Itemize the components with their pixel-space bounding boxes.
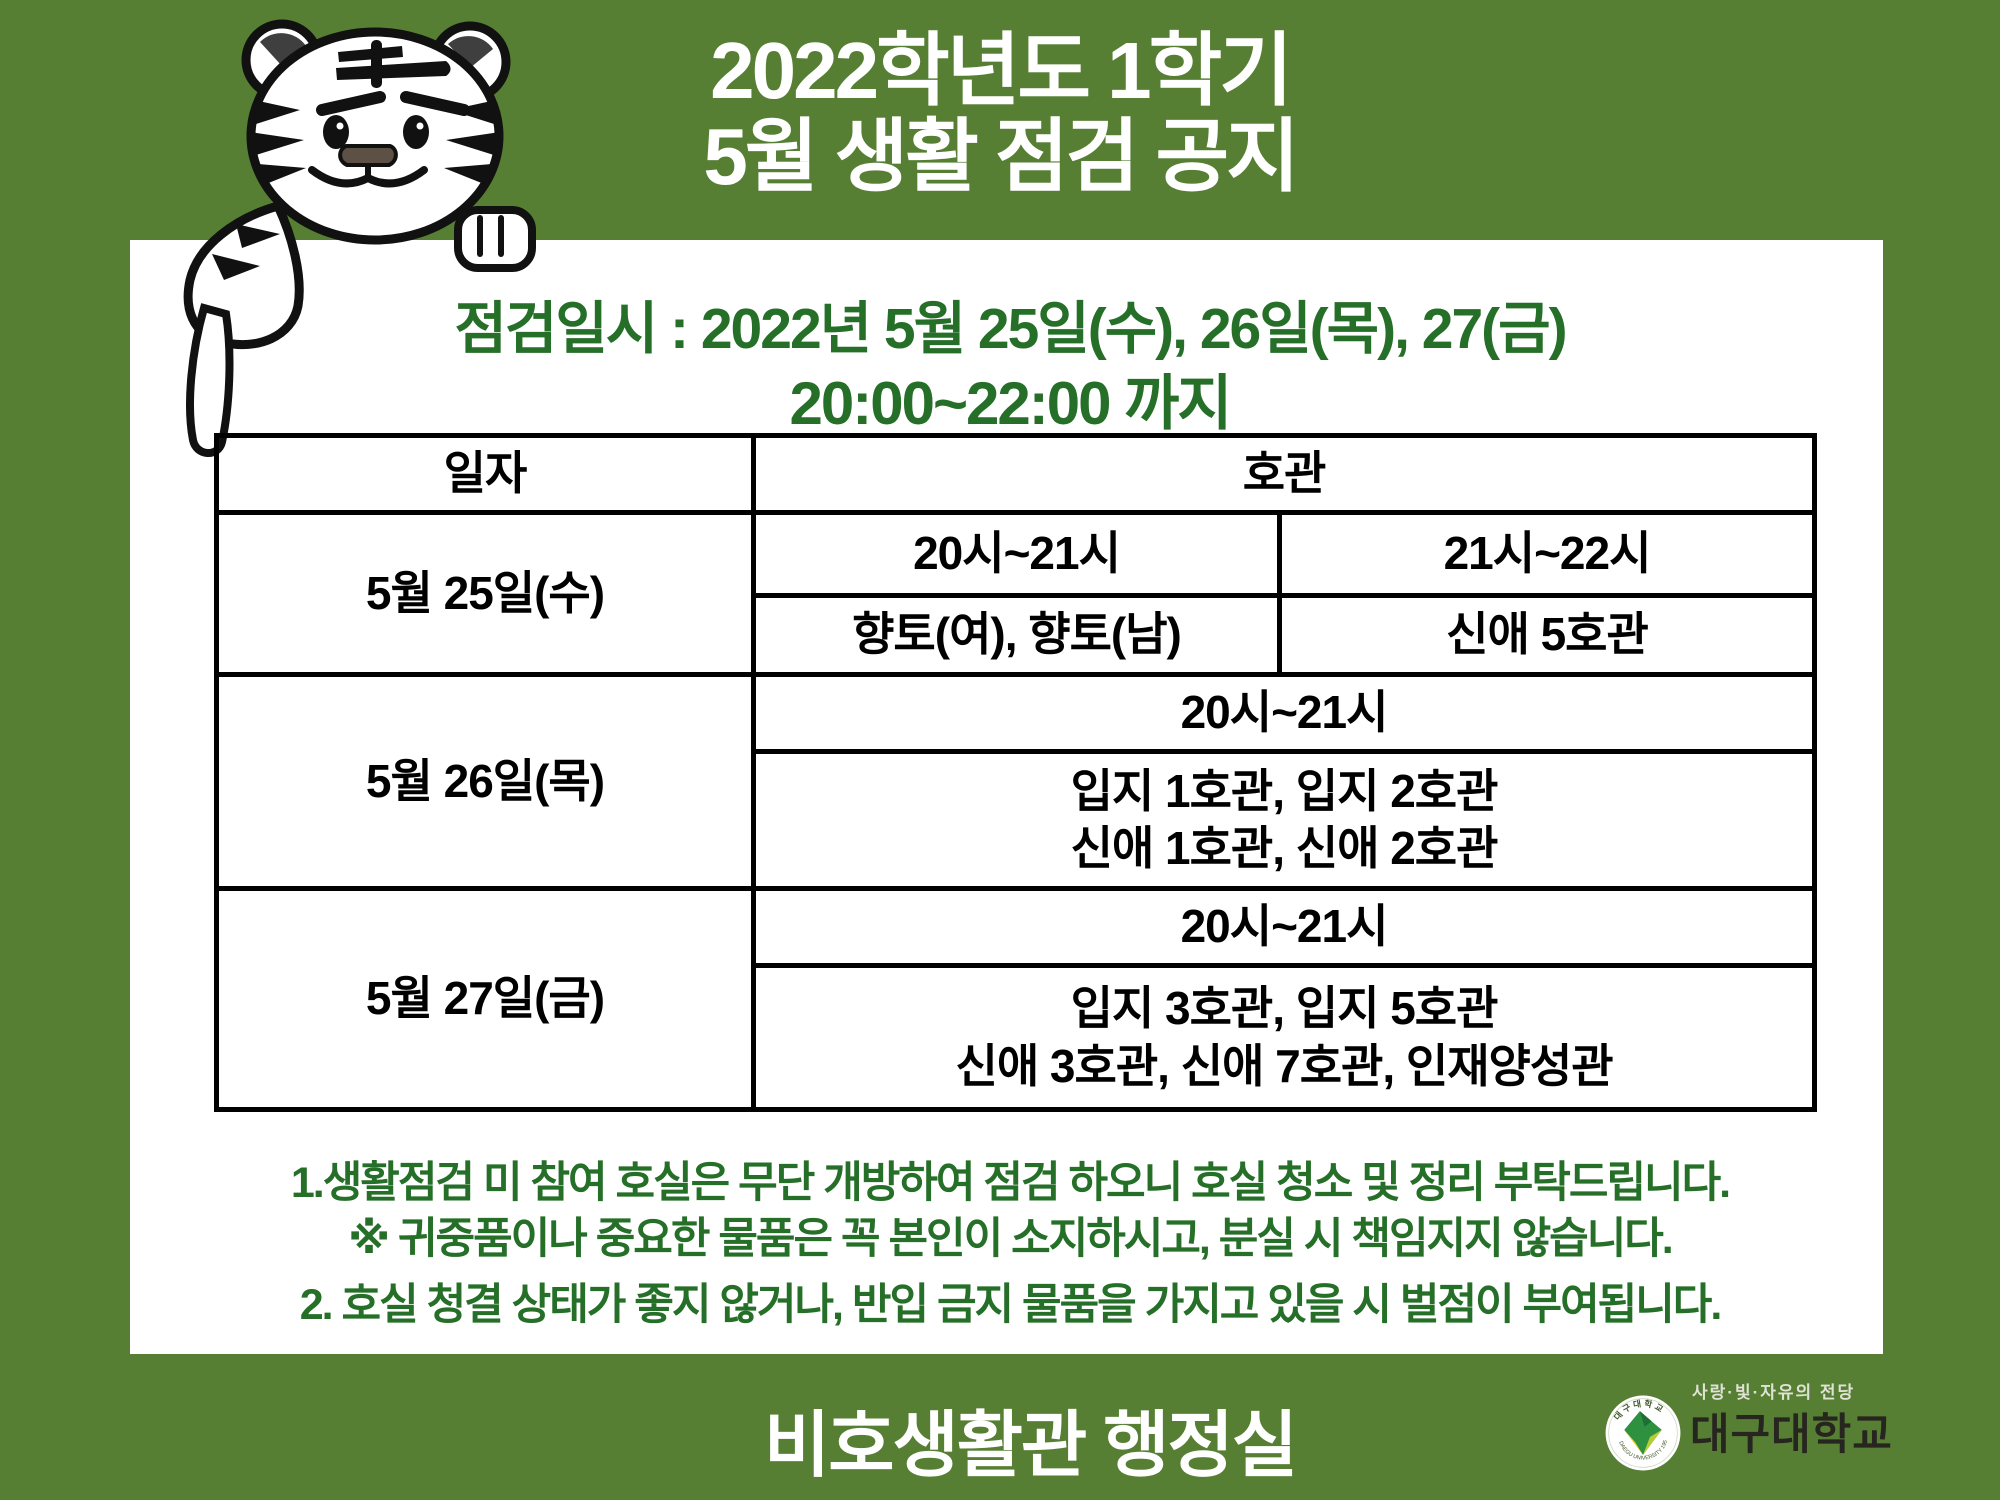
building-cell: 입지 1호관, 입지 2호관 신애 1호관, 신애 2호관 <box>750 749 1818 891</box>
page-title-line1: 2022학년도 1학기 <box>710 26 1293 115</box>
tiger-right-paw <box>454 206 536 272</box>
table-row: 향토(여), 향토(남) 신애 5호관 <box>217 593 1818 677</box>
seal-diamond <box>1624 1411 1662 1455</box>
time-cell: 20시~21시 <box>750 672 1818 754</box>
page-title-line2: 5월 생활 점검 공지 <box>703 112 1299 201</box>
university-name: 대구대학교 <box>1690 1411 1893 1459</box>
table-header-row: 일자 호관 <box>214 433 1818 515</box>
column-header-date: 일자 <box>214 433 756 515</box>
building-line: 신애 1호관, 신애 2호관 <box>1070 822 1499 874</box>
university-motto: 사랑·빛·자유의 전당 <box>1692 1383 1856 1402</box>
inspection-schedule-table: 일자 호관 5월 25일(수) 20시~21시 21시~22시 향토(여), 향… <box>214 433 1818 1112</box>
table-row: 입지 1호관, 입지 2호관 신애 1호관, 신애 2호관 <box>217 749 1818 891</box>
footer-office-name: 비호생활관 행정실 <box>764 1406 1298 1486</box>
tiger-face <box>308 91 470 188</box>
inspection-datetime-line1: 점검일시 : 2022년 5월 25일(수), 26일(목), 27(금) <box>454 297 1567 361</box>
note-1-line2: ※ 귀중품이나 중요한 물품은 꼭 본인이 소지하시고, 분실 시 책임지지 않… <box>348 1215 1674 1263</box>
date-cell-may27: 5월 27일(금) <box>214 886 756 1112</box>
note-1-line1: 1.생활점검 미 참여 호실은 무단 개방하여 점검 하오니 호실 청소 및 정… <box>290 1159 1731 1207</box>
building-line: 입지 3호관, 입지 5호관 <box>1070 982 1499 1034</box>
time-cell: 20시~21시 <box>751 510 1282 598</box>
building-cell: 입지 3호관, 입지 5호관 신애 3호관, 신애 7호관, 인재양성관 <box>750 963 1818 1112</box>
inspection-datetime-line2: 20:00~22:00 까지 <box>789 370 1232 437</box>
university-seal-icon: 대구대학교 DAEGU UNIVERSITY 1956 <box>1604 1394 1681 1471</box>
tiger-pointing-hand <box>183 200 304 457</box>
column-header-building: 호관 <box>750 433 1818 515</box>
building-cell: 신애 5호관 <box>1276 593 1818 677</box>
page-title: 2022학년도 1학기 5월 생활 점검 공지 <box>300 28 1700 200</box>
table-row: 5월 25일(수) 20시~21시 21시~22시 <box>214 510 1818 677</box>
tiger-forehead-stripes <box>336 40 451 88</box>
tiger-mascot-icon <box>183 19 536 457</box>
time-cell: 20시~21시 <box>750 886 1818 968</box>
tiger-cheek-stripes <box>250 100 500 184</box>
time-cell: 21시~22시 <box>1276 510 1818 598</box>
table-row: 입지 3호관, 입지 5호관 신애 3호관, 신애 7호관, 인재양성관 <box>217 963 1818 1112</box>
building-line: 입지 1호관, 입지 2호관 <box>1070 764 1499 817</box>
building-line: 신애 3호관, 신애 7호관, 인재양성관 <box>955 1039 1614 1092</box>
date-cell-may25: 5월 25일(수) <box>214 510 756 677</box>
table-row: 5월 27일(금) 20시~21시 <box>214 886 1818 1112</box>
date-cell-may26: 5월 26일(목) <box>214 672 756 891</box>
note-2: 2. 호실 청결 상태가 좋지 않거나, 반입 금지 물품을 가지고 있을 시 … <box>299 1281 1723 1329</box>
building-cell: 향토(여), 향토(남) <box>751 593 1282 677</box>
table-row: 5월 26일(목) 20시~21시 <box>214 672 1818 891</box>
